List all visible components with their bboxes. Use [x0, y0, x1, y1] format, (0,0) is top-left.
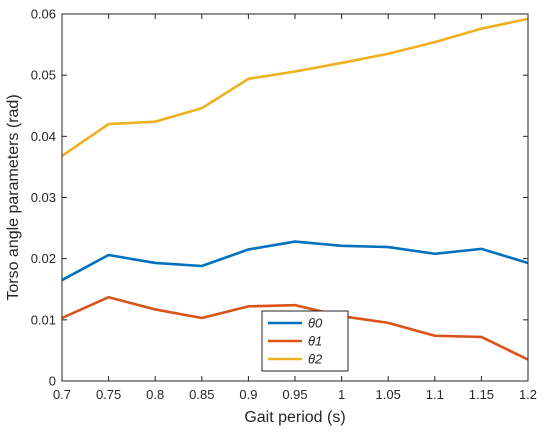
y-axis-label: Torso angle parameters (rad) — [5, 94, 22, 300]
legend: θ0 θ1 θ2 — [261, 310, 349, 372]
y-tick-label: 0 — [49, 374, 56, 389]
legend-label: θ0 — [308, 316, 323, 331]
y-tick-label: 0.03 — [31, 190, 56, 205]
series-layer — [61, 17, 529, 361]
x-tick-label: 1.15 — [469, 387, 494, 402]
x-tick-label: 1.1 — [426, 387, 444, 402]
y-tick-label: 0.01 — [31, 312, 56, 327]
y-tick-label: 0.05 — [31, 68, 56, 83]
x-tick-label: 1 — [338, 387, 345, 402]
y-tick-label: 0.06 — [31, 7, 56, 22]
legend-label: θ2 — [308, 352, 323, 367]
x-axis-label: Gait period (s) — [244, 409, 345, 426]
axes-layer: 0.7 0.75 0.8 0.85 0.9 0.95 1 1.05 1.1 1.15 1.2 0 0.0… — [31, 7, 537, 403]
x-tick-label: 0.7 — [53, 387, 71, 402]
x-tick-label: 0.75 — [96, 387, 121, 402]
series-line-theta0 — [61, 240, 529, 282]
x-tick-label: 1.2 — [519, 387, 537, 402]
x-tick-label: 1.05 — [376, 387, 401, 402]
legend-label: θ1 — [308, 334, 322, 349]
x-tick-label: 0.9 — [239, 387, 257, 402]
y-tick-label: 0.04 — [31, 129, 56, 144]
x-tick-label: 0.8 — [146, 387, 164, 402]
x-tick-label: 0.85 — [189, 387, 214, 402]
series-line-theta2 — [61, 17, 529, 157]
series-line-theta1 — [61, 295, 529, 361]
x-tick-label: 0.95 — [282, 387, 307, 402]
y-tick-label: 0.02 — [31, 251, 56, 266]
